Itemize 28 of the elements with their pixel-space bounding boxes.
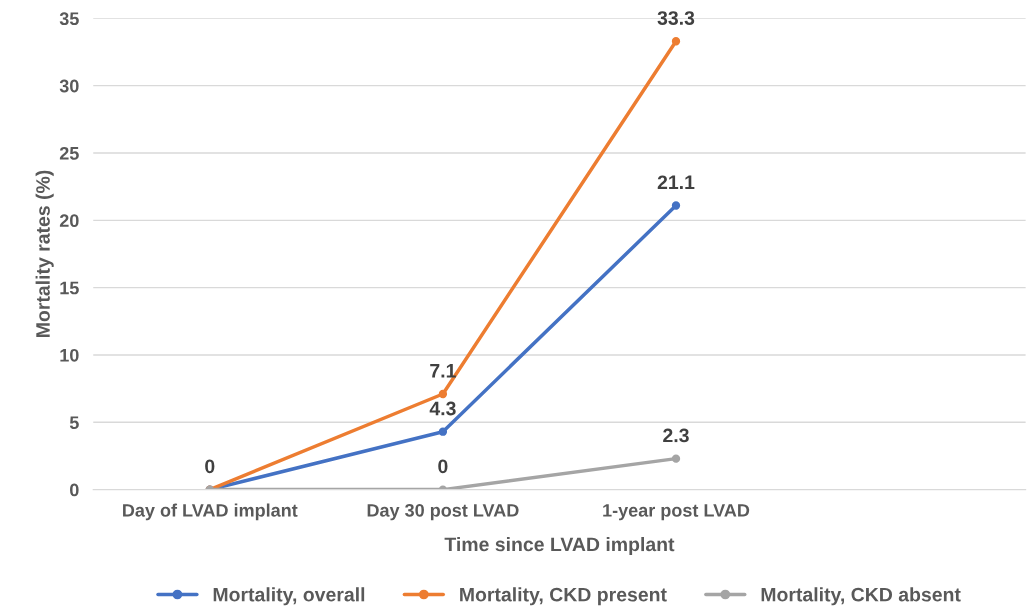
- x-tick-label: Day 30 post LVAD: [367, 503, 519, 521]
- data-label: 4.3: [429, 401, 456, 416]
- y-tick-label: 35: [59, 12, 79, 26]
- point: [438, 427, 448, 436]
- y-tick-label: 10: [60, 348, 79, 362]
- y-tick-label: 20: [59, 214, 79, 228]
- data-label: 21.1: [657, 175, 695, 189]
- data-label: 0: [205, 459, 215, 474]
- legend-label: Mortality, CKD present: [460, 587, 667, 606]
- point: [671, 201, 681, 210]
- data-label: 33.3: [657, 11, 695, 25]
- point: [438, 389, 448, 399]
- y-tick-label: 0: [70, 483, 79, 497]
- data-label: 2.3: [663, 428, 689, 443]
- legend-label: Mortality, overall: [213, 587, 365, 606]
- y-tick-label: 15: [60, 281, 79, 295]
- point: [671, 454, 681, 463]
- x-tick-label: Day of LVAD implant: [123, 503, 298, 521]
- point: [671, 37, 681, 46]
- y-tick-label: 30: [59, 79, 79, 93]
- y-tick-label: 25: [59, 146, 79, 160]
- data-label: 0: [438, 459, 448, 474]
- data-label: 7.1: [430, 364, 456, 378]
- x-tick-label: 1-year post LVAD: [603, 504, 750, 521]
- y-tick-label: 5: [69, 416, 79, 429]
- legend-label: Mortality, CKD absent: [761, 587, 961, 606]
- x-axis-title: Time since LVAD implant: [444, 536, 675, 556]
- y-axis-title: Mortality rates (%): [35, 170, 54, 337]
